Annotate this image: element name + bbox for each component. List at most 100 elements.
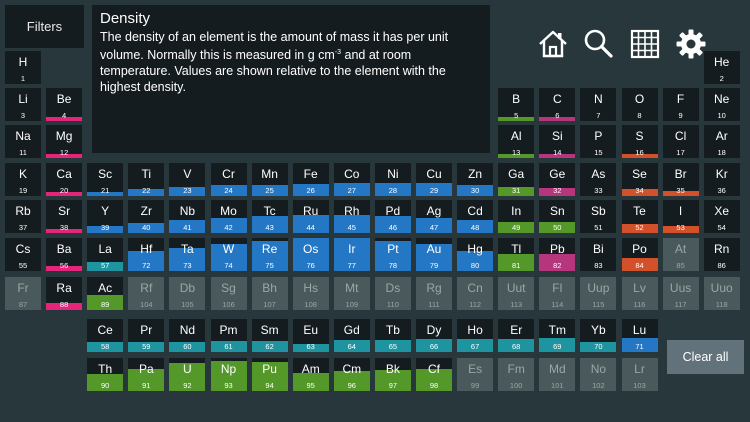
element-cn[interactable]: Cn 112 (457, 277, 494, 310)
element-mt[interactable]: Mt 109 (333, 277, 370, 310)
element-tm[interactable]: Tm 69 (539, 319, 576, 352)
element-lv[interactable]: Lv 116 (621, 277, 658, 310)
element-nb[interactable]: Nb 41 (169, 200, 206, 233)
element-ho[interactable]: Ho 67 (457, 319, 494, 352)
element-cu[interactable]: Cu 29 (416, 163, 452, 196)
element-os[interactable]: Os 76 (292, 238, 329, 271)
element-mn[interactable]: Mn 25 (251, 163, 288, 196)
element-in[interactable]: In 49 (498, 200, 535, 233)
home-button[interactable] (537, 28, 569, 60)
element-cd[interactable]: Cd 48 (457, 200, 494, 233)
element-uuo[interactable]: Uuo 118 (703, 277, 740, 310)
element-ru[interactable]: Ru 44 (292, 200, 329, 233)
element-sm[interactable]: Sm 62 (251, 319, 288, 352)
element-co[interactable]: Co 27 (333, 163, 370, 196)
element-ba[interactable]: Ba 56 (46, 238, 83, 271)
element-db[interactable]: Db 105 (169, 277, 206, 310)
element-te[interactable]: Te 52 (621, 200, 658, 233)
element-w[interactable]: W 74 (210, 238, 247, 271)
element-pb[interactable]: Pb 82 (539, 238, 576, 271)
element-cl[interactable]: Cl 17 (662, 125, 699, 158)
element-si[interactable]: Si 14 (539, 125, 576, 158)
element-cr[interactable]: Cr 24 (210, 163, 247, 196)
element-rh[interactable]: Rh 45 (333, 200, 370, 233)
element-ag[interactable]: Ag 47 (416, 200, 452, 233)
element-fm[interactable]: Fm 100 (498, 358, 535, 391)
element-uus[interactable]: Uus 117 (662, 277, 699, 310)
element-s[interactable]: S 16 (621, 125, 658, 158)
element-se[interactable]: Se 34 (621, 163, 658, 196)
element-lu[interactable]: Lu 71 (621, 319, 658, 352)
settings-button[interactable] (675, 28, 707, 60)
element-y[interactable]: Y 39 (87, 200, 124, 233)
element-pr[interactable]: Pr 59 (128, 319, 165, 352)
element-fr[interactable]: Fr 87 (5, 277, 41, 310)
element-nd[interactable]: Nd 60 (169, 319, 206, 352)
element-pd[interactable]: Pd 46 (374, 200, 411, 233)
element-rf[interactable]: Rf 104 (128, 277, 165, 310)
element-ra[interactable]: Ra 88 (46, 277, 83, 310)
element-la[interactable]: La 57 (87, 238, 124, 271)
element-au[interactable]: Au 79 (416, 238, 452, 271)
element-pm[interactable]: Pm 61 (210, 319, 247, 352)
element-br[interactable]: Br 35 (662, 163, 699, 196)
element-er[interactable]: Er 68 (498, 319, 535, 352)
filters-button[interactable]: Filters (5, 5, 84, 48)
element-tl[interactable]: Tl 81 (498, 238, 535, 271)
element-i[interactable]: I 53 (662, 200, 699, 233)
element-kr[interactable]: Kr 36 (703, 163, 740, 196)
element-as[interactable]: As 33 (580, 163, 617, 196)
element-sc[interactable]: Sc 21 (87, 163, 124, 196)
element-ac[interactable]: Ac 89 (87, 277, 124, 310)
element-pt[interactable]: Pt 78 (374, 238, 411, 271)
element-lr[interactable]: Lr 103 (621, 358, 658, 391)
element-uut[interactable]: Uut 113 (498, 277, 535, 310)
element-am[interactable]: Am 95 (292, 358, 329, 391)
element-k[interactable]: K 19 (5, 163, 41, 196)
element-xe[interactable]: Xe 54 (703, 200, 740, 233)
element-at[interactable]: At 85 (662, 238, 699, 271)
element-mg[interactable]: Mg 12 (46, 125, 83, 158)
element-na[interactable]: Na 11 (5, 125, 41, 158)
element-no[interactable]: No 102 (580, 358, 617, 391)
element-yb[interactable]: Yb 70 (580, 319, 617, 352)
element-hg[interactable]: Hg 80 (457, 238, 494, 271)
element-sr[interactable]: Sr 38 (46, 200, 83, 233)
element-cm[interactable]: Cm 96 (333, 358, 370, 391)
element-zr[interactable]: Zr 40 (128, 200, 165, 233)
element-re[interactable]: Re 75 (251, 238, 288, 271)
element-zn[interactable]: Zn 30 (457, 163, 494, 196)
element-fe[interactable]: Fe 26 (292, 163, 329, 196)
element-rn[interactable]: Rn 86 (703, 238, 740, 271)
element-ds[interactable]: Ds 110 (374, 277, 411, 310)
element-ga[interactable]: Ga 31 (498, 163, 535, 196)
element-gd[interactable]: Gd 64 (333, 319, 370, 352)
clear-all-button[interactable]: Clear all (667, 340, 744, 374)
element-sg[interactable]: Sg 106 (210, 277, 247, 310)
element-he[interactable]: He 2 (703, 51, 740, 84)
element-hf[interactable]: Hf 72 (128, 238, 165, 271)
element-ne[interactable]: Ne 10 (703, 88, 740, 121)
element-es[interactable]: Es 99 (457, 358, 494, 391)
search-button[interactable] (582, 28, 614, 60)
element-pa[interactable]: Pa 91 (128, 358, 165, 391)
element-ni[interactable]: Ni 28 (374, 163, 411, 196)
element-u[interactable]: U 92 (169, 358, 206, 391)
element-v[interactable]: V 23 (169, 163, 206, 196)
element-ir[interactable]: Ir 77 (333, 238, 370, 271)
element-mo[interactable]: Mo 42 (210, 200, 247, 233)
element-tb[interactable]: Tb 65 (374, 319, 411, 352)
element-bk[interactable]: Bk 97 (374, 358, 411, 391)
element-ta[interactable]: Ta 73 (169, 238, 206, 271)
element-rb[interactable]: Rb 37 (5, 200, 41, 233)
element-al[interactable]: Al 13 (498, 125, 535, 158)
element-be[interactable]: Be 4 (46, 88, 83, 121)
element-dy[interactable]: Dy 66 (416, 319, 452, 352)
grid-button[interactable] (629, 28, 661, 60)
element-sn[interactable]: Sn 50 (539, 200, 576, 233)
element-p[interactable]: P 15 (580, 125, 617, 158)
element-ti[interactable]: Ti 22 (128, 163, 165, 196)
